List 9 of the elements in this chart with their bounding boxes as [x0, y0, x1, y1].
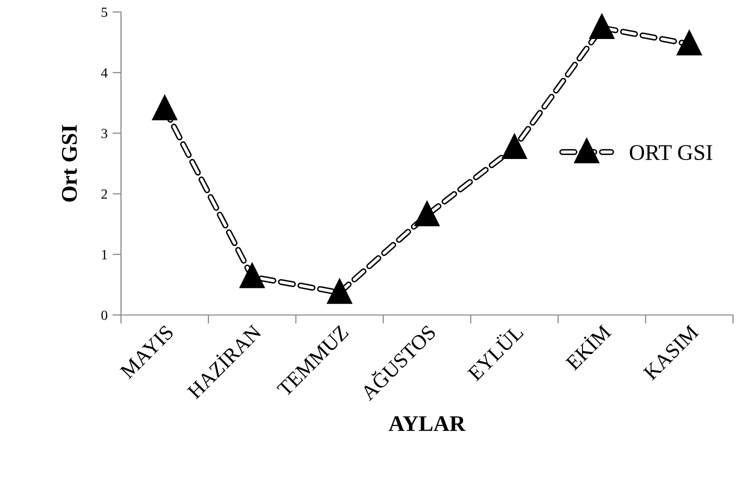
- legend-label: ORT GSI: [630, 145, 712, 160]
- y-tick-label: 0: [101, 310, 108, 320]
- y-tick-label: 2: [101, 189, 108, 199]
- y-tick-label: 1: [102, 250, 107, 260]
- y-tick-label: 3: [102, 128, 108, 138]
- y-axis-title: Ort GSI: [62, 125, 77, 202]
- x-axis-title: AYLAR: [388, 416, 466, 431]
- y-tick-label: 5: [102, 8, 108, 17]
- y-tick-label: 4: [101, 68, 108, 78]
